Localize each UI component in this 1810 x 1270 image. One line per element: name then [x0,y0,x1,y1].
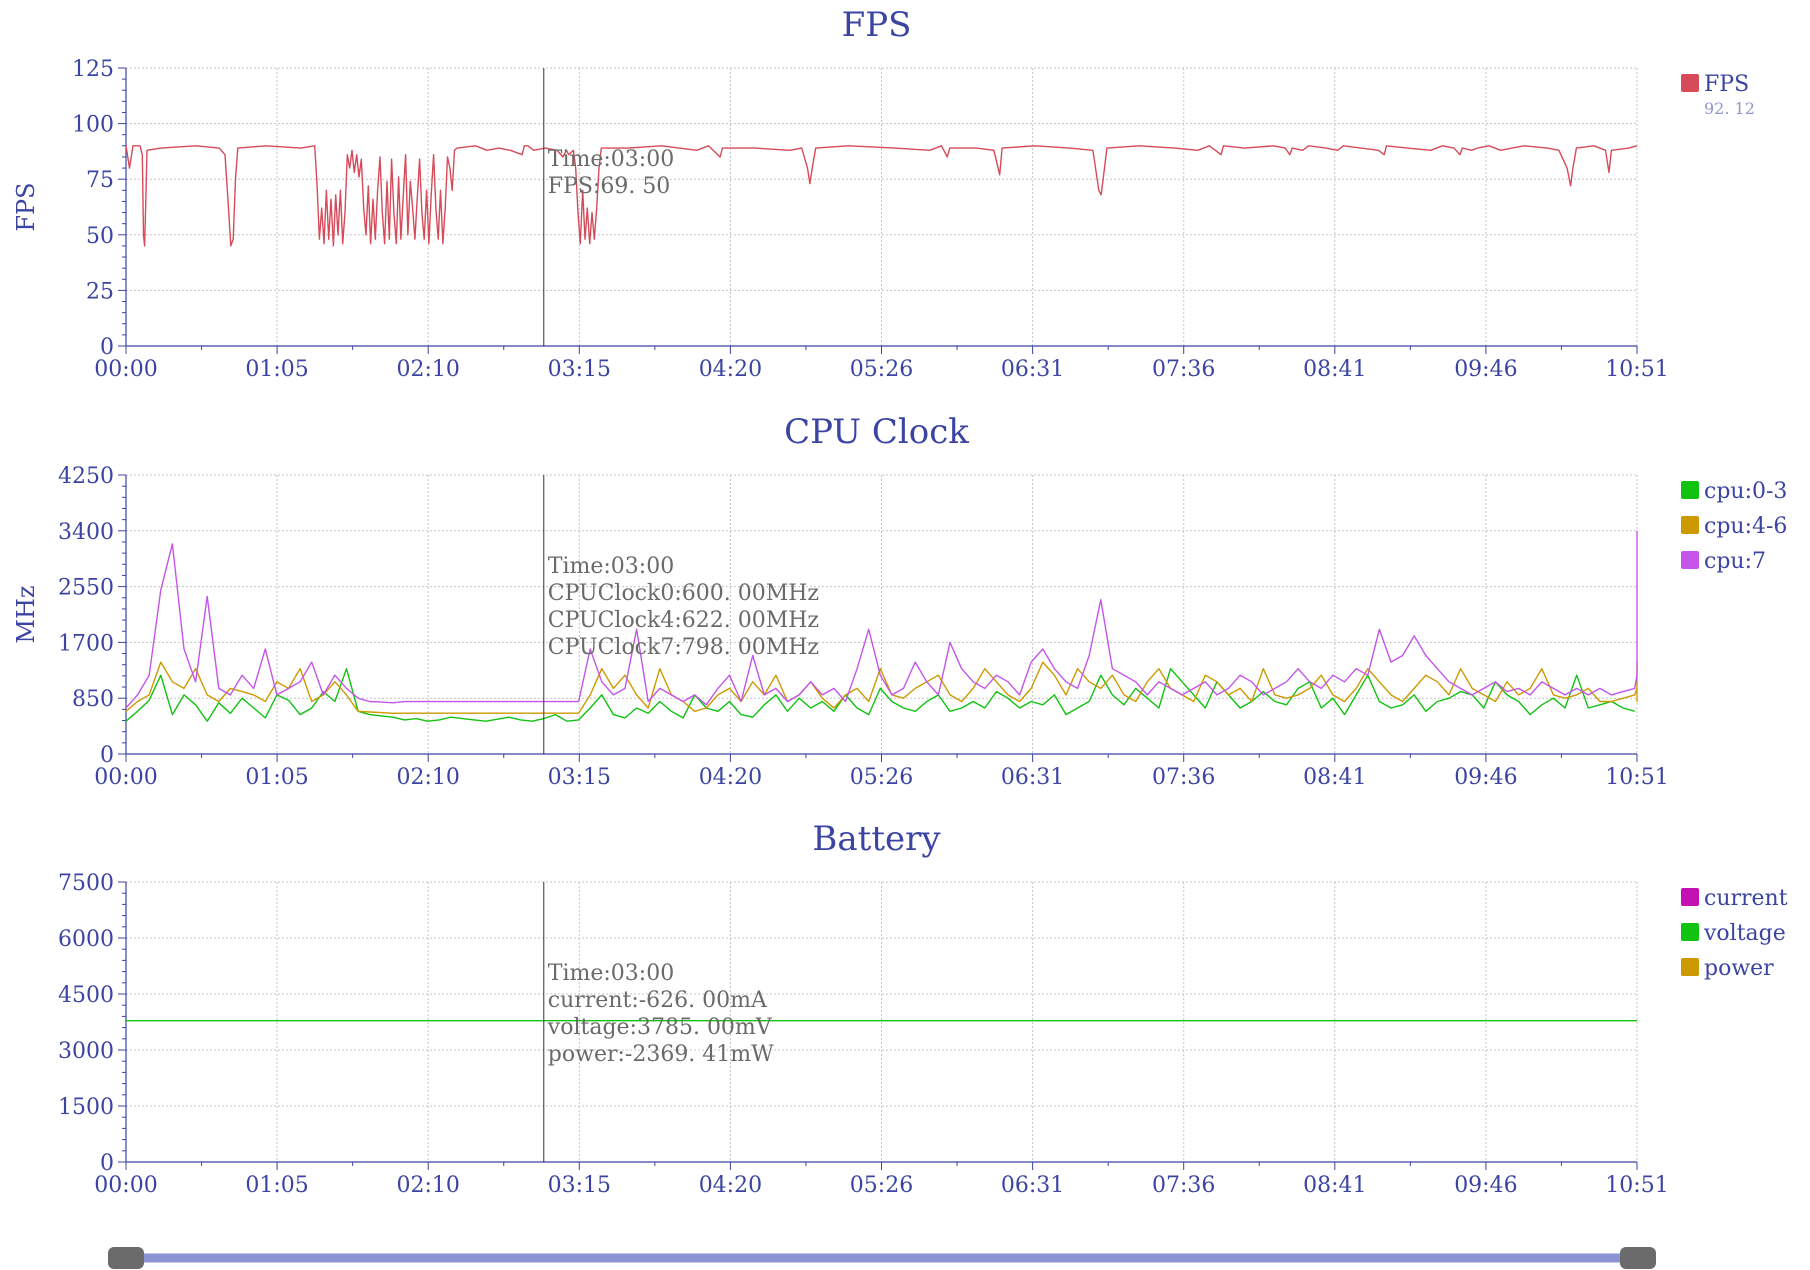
y-tick-label: 850 [72,687,114,712]
battery-tooltip-line: voltage:3785. 00mV [547,1015,773,1040]
x-tick-label: 05:26 [850,357,913,382]
battery-chart: Battery 0 1500 3000 4500 6000 7500 00:00 01:05 02… [58,819,1788,1198]
y-tick-label: 3000 [58,1039,114,1064]
fps-legend-label[interactable]: FPS [1704,72,1749,97]
cpu-clock-series-cpu-7-line [125,530,1638,709]
battery-title: Battery [812,819,941,859]
x-tick-label: 09:46 [1454,357,1517,382]
y-tick-label: 0 [100,743,114,768]
cpu-clock-tooltip-line: CPUClock4:622. 00MHz [548,608,819,633]
cpu-clock-series-cpu-0-3-line [125,668,1635,722]
battery-tooltip-line: Time:03:00 [548,961,674,986]
cpu-clock-y-axis-label: MHz [12,585,40,643]
x-tick-label: 00:00 [94,1173,157,1198]
cpu-clock-title: CPU Clock [784,412,969,452]
y-tick-label: 4250 [58,464,114,489]
slider-handle-left[interactable] [108,1247,144,1269]
y-tick-label: 3400 [58,520,114,545]
battery-legend-label[interactable]: voltage [1703,921,1786,946]
x-tick-label: 10:51 [1605,765,1668,790]
x-tick-label: 03:15 [548,1173,611,1198]
y-tick-label: 2550 [58,576,114,601]
cpu-clock-chart: CPU Clock MHz 0 850 1700 2550 3400 4250 00:00 01:… [12,412,1787,790]
x-tick-label: 07:36 [1152,1173,1215,1198]
y-tick-label: 0 [100,335,114,360]
y-tick-label: 0 [100,1151,114,1176]
x-tick-label: 07:36 [1152,357,1215,382]
y-tick-label: 1500 [58,1095,114,1120]
time-range-slider[interactable] [108,1247,1656,1269]
x-tick-label: 08:41 [1303,357,1366,382]
x-tick-label: 03:15 [548,765,611,790]
fps-y-axis-label: FPS [12,182,40,231]
cpu-clock-legend-label[interactable]: cpu:7 [1704,549,1766,574]
cpu-clock-tooltip-line: CPUClock7:798. 00MHz [548,635,819,660]
fps-legend-value: 92. 12 [1704,99,1755,118]
x-tick-label: 07:36 [1152,765,1215,790]
x-tick-label: 08:41 [1303,1173,1366,1198]
x-tick-label: 02:10 [396,1173,459,1198]
y-tick-label: 100 [72,113,114,138]
x-tick-label: 00:00 [94,357,157,382]
battery-tooltip-line: power:-2369. 41mW [548,1042,774,1067]
y-tick-label: 25 [86,279,114,304]
x-tick-label: 06:31 [1001,1173,1064,1198]
cpu-clock-legend-label[interactable]: cpu:4-6 [1704,514,1787,539]
x-tick-label: 10:51 [1605,1173,1668,1198]
y-tick-label: 50 [86,224,114,249]
fps-series-fps-line [125,145,1638,247]
cpu-clock-legend-label[interactable]: cpu:0-3 [1704,479,1787,504]
cpu-clock-tooltip-line: Time:03:00 [548,554,674,579]
y-tick-label: 1700 [58,631,114,656]
battery-legend-swatch[interactable] [1681,958,1699,976]
x-tick-label: 03:15 [548,357,611,382]
x-tick-label: 08:41 [1303,765,1366,790]
x-tick-label: 01:05 [245,765,308,790]
x-tick-label: 02:10 [396,357,459,382]
y-tick-label: 4500 [58,983,114,1008]
y-tick-label: 7500 [58,871,114,896]
battery-legend-swatch[interactable] [1681,923,1699,941]
fps-chart: FPS FPS 0 25 50 75 100 125 00:00 01:05 02:10 03:15 0… [12,5,1755,382]
battery-legend-label[interactable]: power [1704,956,1774,981]
x-tick-label: 06:31 [1001,357,1064,382]
fps-title: FPS [842,5,912,45]
y-tick-label: 6000 [58,927,114,952]
x-tick-label: 04:20 [699,765,762,790]
cpu-clock-tooltip-line: CPUClock0:600. 00MHz [548,581,819,606]
slider-handle-right[interactable] [1620,1247,1656,1269]
x-tick-label: 05:26 [850,1173,913,1198]
battery-legend-swatch[interactable] [1681,888,1699,906]
x-tick-label: 09:46 [1454,765,1517,790]
battery-legend-label[interactable]: current [1704,886,1788,911]
y-tick-label: 75 [86,168,114,193]
cpu-clock-series-cpu-4-6-line [125,661,1638,714]
x-tick-label: 09:46 [1454,1173,1517,1198]
x-tick-label: 01:05 [245,1173,308,1198]
cpu-clock-legend-swatch[interactable] [1681,551,1699,569]
y-tick-label: 125 [72,57,114,82]
x-tick-label: 04:20 [699,357,762,382]
cpu-clock-legend-swatch[interactable] [1681,516,1699,534]
fps-legend-swatch[interactable] [1681,74,1699,92]
x-tick-label: 05:26 [850,765,913,790]
fps-tooltip-line: FPS:69. 50 [548,174,671,199]
x-tick-label: 00:00 [94,765,157,790]
x-tick-label: 01:05 [245,357,308,382]
x-tick-label: 10:51 [1605,357,1668,382]
x-tick-label: 04:20 [699,1173,762,1198]
fps-tooltip-line: Time:03:00 [548,147,674,172]
x-tick-label: 06:31 [1001,765,1064,790]
cpu-clock-legend-swatch[interactable] [1681,481,1699,499]
x-tick-label: 02:10 [396,765,459,790]
battery-tooltip-line: current:-626. 00mA [548,988,768,1013]
